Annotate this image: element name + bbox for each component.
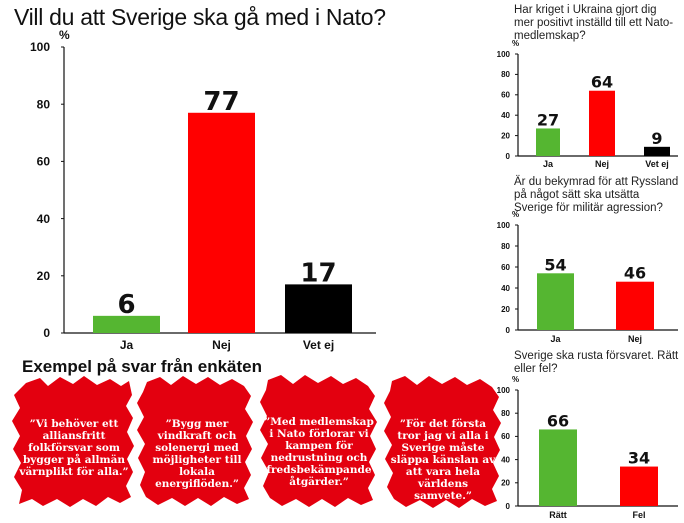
chart-2-ytick-label: 80: [501, 70, 510, 79]
chart-1-value-label: 77: [203, 87, 239, 117]
quote-blob-3: [260, 375, 377, 507]
chart-3-bar-ja: [537, 273, 574, 330]
chart-4-ytick-label: 60: [501, 432, 510, 441]
chart-1-category-label: Vet ej: [303, 338, 334, 352]
chart-1-bar-nej: [188, 112, 255, 333]
chart-1-value-label: 6: [117, 290, 135, 320]
chart-1-ytick-label: 40: [37, 212, 51, 226]
chart-1-category-label: Ja: [120, 338, 134, 352]
chart-3-category-label: Nej: [628, 334, 642, 344]
chart-3-category-label: Ja: [550, 334, 561, 344]
chart-2-value-label: 27: [537, 110, 559, 129]
chart-3-ytick-label: 60: [501, 263, 510, 272]
chart-4-ytick-label: 100: [497, 386, 511, 395]
chart-2-title: Har kriget i Ukraina gjort dig mer posit…: [514, 4, 674, 42]
chart-1-ytick-label: 0: [43, 326, 50, 340]
chart-2-ytick-label: 100: [497, 50, 511, 59]
chart-2-unit: %: [512, 39, 519, 48]
page-title: Vill du att Sverige ska gå med i Nato?: [14, 4, 386, 30]
chart-2-bar-ja: [536, 128, 560, 156]
quote-4: ”För det första tror jag vi alla i Sveri…: [390, 418, 496, 502]
chart-3-ytick-label: 40: [501, 284, 510, 293]
chart-3-ytick-label: 100: [497, 221, 511, 230]
chart-2-category-label: Ja: [543, 159, 554, 169]
chart-3-value-label: 46: [624, 264, 646, 283]
chart-2-value-label: 9: [651, 129, 662, 148]
quote-blob-4: [384, 376, 501, 508]
chart-4-title: Sverige ska rusta försvaret. Rätt eller …: [514, 350, 679, 375]
chart-4-ytick-label: 80: [501, 409, 510, 418]
chart-2-ytick-label: 20: [501, 131, 510, 140]
chart-4-value-label: 66: [547, 411, 569, 430]
chart-4-unit: %: [512, 375, 519, 384]
chart-2-category-label: Nej: [595, 159, 609, 169]
chart-3-bar-nej: [616, 281, 654, 330]
chart-4-category-label: Fel: [632, 510, 645, 520]
chart-3-value-label: 54: [544, 255, 566, 274]
chart-3-ytick-label: 80: [501, 242, 510, 251]
chart-2-value-label: 64: [591, 73, 613, 92]
chart-1-ytick-label: 100: [30, 40, 50, 54]
chart-4-bar-rätt: [539, 429, 577, 506]
chart-1-ytick-label: 60: [37, 155, 51, 169]
chart-2-category-label: Vet ej: [645, 159, 669, 169]
chart-1-bar-ja: [93, 315, 160, 333]
chart-1-unit: %: [59, 28, 70, 42]
chart-3-ytick-label: 20: [501, 305, 510, 314]
chart-4-ytick-label: 40: [501, 455, 510, 464]
chart-1-value-label: 17: [300, 258, 336, 288]
examples-heading: Exempel på svar från enkäten: [22, 357, 263, 376]
chart-3-unit: %: [512, 210, 519, 219]
chart-1-category-label: Nej: [212, 338, 231, 352]
chart-1-bar-vet-ej: [285, 284, 352, 333]
chart-1-ytick-label: 80: [37, 97, 51, 111]
chart-2-ytick-label: 60: [501, 91, 510, 100]
chart-4-category-label: Rätt: [549, 510, 567, 520]
chart-4-ytick-label: 0: [506, 502, 511, 511]
chart-4-ytick-label: 20: [501, 479, 510, 488]
quote-1: ”Vi behöver ett alliansfritt folkförsvar…: [19, 418, 129, 478]
chart-2-bar-vet-ej: [644, 146, 670, 156]
chart-2-ytick-label: 40: [501, 111, 510, 120]
chart-4-value-label: 34: [628, 449, 650, 468]
chart-3-ytick-label: 0: [506, 326, 511, 335]
quote-3: ”Med medlemskap i Nato förlorar vi kampe…: [264, 416, 374, 488]
chart-3-title: Är du bekymrad för att Ryssland på något…: [514, 176, 679, 214]
chart-2-bar-nej: [589, 90, 615, 156]
quote-blob-2: [137, 376, 253, 506]
chart-2-ytick-label: 0: [506, 152, 511, 161]
chart-4-bar-fel: [620, 466, 658, 506]
quote-2: ”Bygg mer vindkraft och solenergi med mö…: [152, 418, 242, 490]
chart-1-ytick-label: 20: [37, 269, 51, 283]
quote-blob-1: [12, 376, 134, 507]
